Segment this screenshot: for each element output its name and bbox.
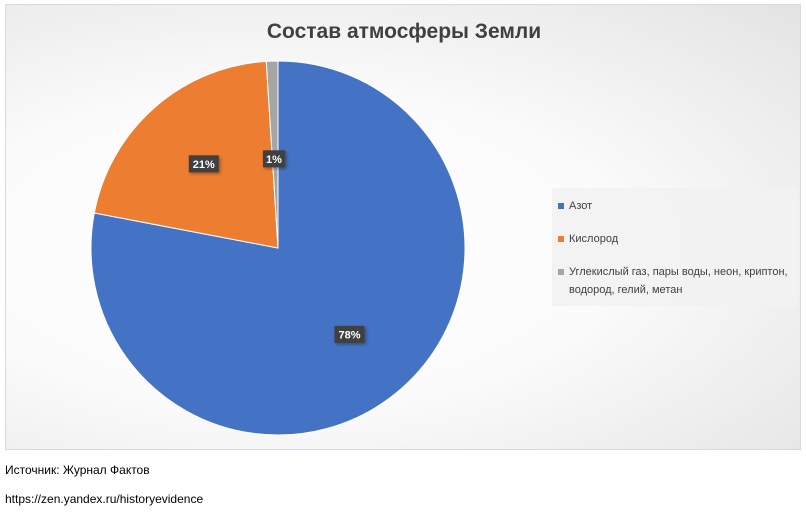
chart-area: Состав атмосферы Земли 78% 21% 1% Азот Кис… (5, 4, 801, 450)
legend-item-nitrogen: Азот (558, 197, 790, 215)
legend-swatch-oxygen (558, 236, 564, 242)
pie-slice-oxygen (93, 60, 279, 249)
legend-swatch-nitrogen (558, 203, 564, 209)
data-label-box-nitrogen (334, 325, 365, 343)
data-label-nitrogen: 78% (334, 325, 365, 343)
data-label-other: 1% (262, 150, 285, 168)
data-label-text-oxygen: 21% (193, 159, 215, 171)
legend-item-oxygen: Кислород (558, 230, 790, 248)
legend-label-other: Углекислый газ, пары воды, неон, криптон… (569, 266, 788, 296)
data-label-box-oxygen (188, 155, 219, 173)
data-label-text-nitrogen: 78% (339, 329, 361, 341)
legend: Азот Кислород Углекислый газ, пары воды,… (552, 188, 798, 306)
data-label-text-other: 1% (266, 154, 282, 166)
legend-label-oxygen: Кислород (569, 233, 619, 245)
legend-label-nitrogen: Азот (569, 200, 593, 212)
legend-swatch-other (558, 269, 564, 275)
source-url: https://zen.yandex.ru/historyevidence (5, 492, 204, 506)
pie-chart: 78% 21% 1% (90, 60, 466, 436)
chart-title: Состав атмосферы Земли (266, 20, 542, 43)
source-text: Источник: Журнал Фактов (5, 463, 150, 477)
data-label-box-other (262, 150, 285, 168)
data-label-oxygen: 21% (188, 155, 219, 173)
legend-item-other: Углекислый газ, пары воды, неон, криптон… (558, 263, 790, 299)
